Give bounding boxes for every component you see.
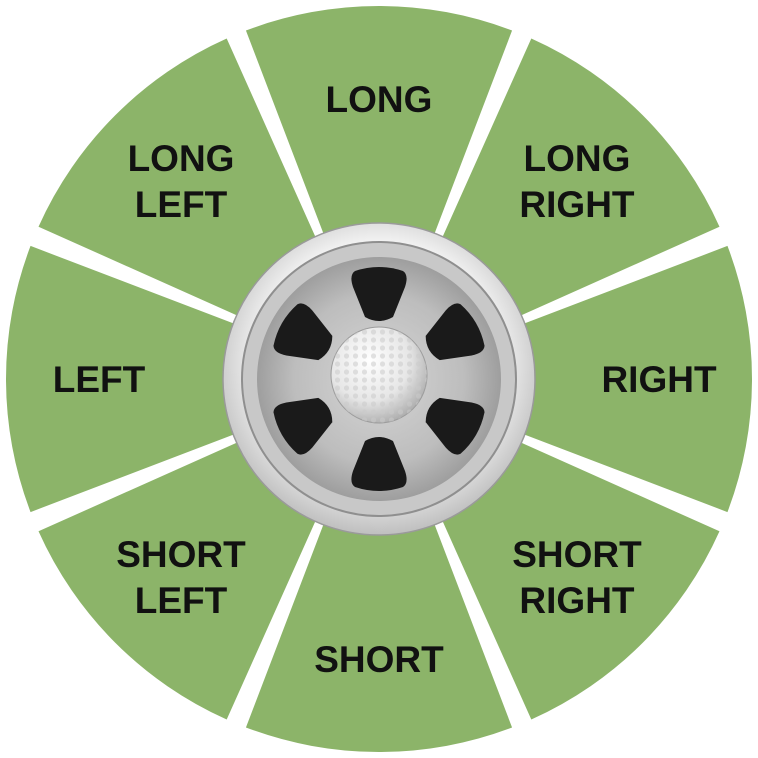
- segment-long: [245, 5, 513, 238]
- segment-label-line: LEFT: [135, 580, 228, 621]
- segment-short-left: [38, 441, 317, 720]
- cup-hole: [425, 303, 485, 361]
- segment-label-long-left: LONG LEFT: [128, 138, 235, 225]
- segment-short: [245, 520, 513, 752]
- segment-label-line: LONG: [326, 79, 433, 120]
- segment-label-line: SHORT: [116, 534, 246, 575]
- segment-label-line: SHORT: [314, 639, 444, 680]
- segment-short-right: [441, 441, 720, 720]
- segment-right: [520, 245, 752, 513]
- segment-label-long: LONG: [326, 79, 433, 120]
- cup-hole: [351, 437, 407, 491]
- segment-label-line: RIGHT: [519, 184, 635, 225]
- cup-hole: [273, 303, 333, 361]
- segment-label-short-right: SHORT RIGHT: [512, 534, 642, 621]
- segment-label-line: RIGHT: [519, 580, 635, 621]
- labels-layer: LONG LONG RIGHT RIGHT SHORT RIGHT SHORT SHORT LE…: [53, 79, 717, 680]
- segment-label-short-left: SHORT LEFT: [116, 534, 246, 621]
- golf-cup-with-ball-icon: [222, 222, 536, 536]
- segment-label-short: SHORT: [314, 639, 444, 680]
- segment-label-line: LONG: [524, 138, 631, 179]
- cup-hole: [425, 397, 485, 455]
- segment-long-right: [441, 38, 720, 317]
- segment-label-line: SHORT: [512, 534, 642, 575]
- segment-label-line: LEFT: [135, 184, 228, 225]
- segments-layer: [5, 5, 752, 752]
- cup-hole: [351, 267, 407, 321]
- segment-long-left: [38, 38, 317, 317]
- segment-label-left: LEFT: [53, 359, 146, 400]
- segment-left: [5, 245, 238, 513]
- segment-label-line: RIGHT: [601, 359, 717, 400]
- segment-label-line: LEFT: [53, 359, 146, 400]
- segment-label-right: RIGHT: [601, 359, 717, 400]
- segment-label-long-right: LONG RIGHT: [519, 138, 635, 225]
- segment-label-line: LONG: [128, 138, 235, 179]
- cup-hole: [273, 397, 333, 455]
- golf-ball-dimples: [331, 327, 427, 423]
